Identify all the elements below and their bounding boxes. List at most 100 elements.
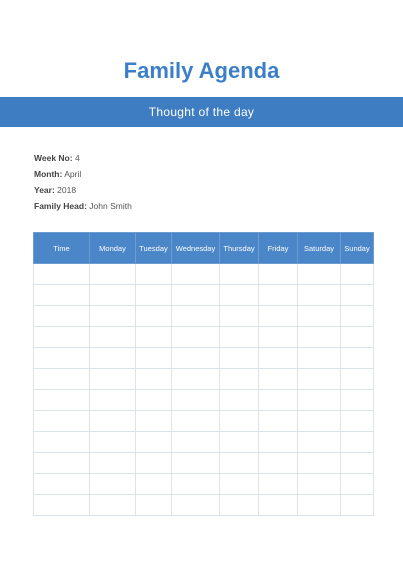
agenda-body <box>33 263 374 516</box>
agenda-row <box>33 326 374 348</box>
agenda-row <box>33 410 374 432</box>
agenda-cell <box>171 410 220 432</box>
agenda-cell <box>219 473 259 495</box>
agenda-cell <box>258 389 298 411</box>
year-label: Year: <box>34 185 55 195</box>
agenda-cell <box>135 431 172 453</box>
agenda-cell <box>340 410 374 432</box>
agenda-cell <box>219 389 259 411</box>
agenda-cell <box>89 368 136 390</box>
agenda-cell <box>33 326 90 348</box>
agenda-cell <box>171 473 220 495</box>
document-title: Family Agenda <box>123 58 280 83</box>
agenda-row <box>33 452 374 474</box>
agenda-cell <box>297 452 341 474</box>
agenda-cell <box>219 347 259 369</box>
agenda-cell <box>340 347 374 369</box>
agenda-cell <box>171 389 220 411</box>
agenda-cell <box>171 305 220 327</box>
agenda-cell <box>219 305 259 327</box>
week-row: Week No: 4 <box>34 150 132 166</box>
agenda-row <box>33 263 374 285</box>
agenda-cell <box>258 326 298 348</box>
agenda-cell <box>219 431 259 453</box>
agenda-cell <box>135 494 172 516</box>
agenda-cell <box>297 326 341 348</box>
agenda-cell <box>135 368 172 390</box>
agenda-row <box>33 305 374 327</box>
agenda-cell <box>33 305 90 327</box>
year-value: 2018 <box>57 185 77 195</box>
agenda-row <box>33 431 374 453</box>
agenda-cell <box>135 305 172 327</box>
agenda-cell <box>33 452 90 474</box>
month-label: Month: <box>34 169 63 179</box>
agenda-cell <box>135 263 172 285</box>
agenda-cell <box>33 473 90 495</box>
agenda-cell <box>89 263 136 285</box>
header-wednesday: Wednesday <box>171 232 220 264</box>
agenda-cell <box>89 326 136 348</box>
agenda-cell <box>33 410 90 432</box>
agenda-cell <box>297 368 341 390</box>
agenda-cell <box>258 284 298 306</box>
agenda-cell <box>340 326 374 348</box>
agenda-cell <box>33 389 90 411</box>
agenda-cell <box>258 347 298 369</box>
agenda-cell <box>258 263 298 285</box>
agenda-cell <box>258 410 298 432</box>
agenda-cell <box>297 389 341 411</box>
header-sunday: Sunday <box>340 232 374 264</box>
family-head-value: John Smith <box>89 201 132 211</box>
agenda-cell <box>89 452 136 474</box>
agenda-cell <box>135 389 172 411</box>
agenda-cell <box>297 305 341 327</box>
agenda-cell <box>340 431 374 453</box>
header-monday: Monday <box>89 232 136 264</box>
header-tuesday: Tuesday <box>135 232 172 264</box>
agenda-cell <box>340 305 374 327</box>
agenda-cell <box>297 347 341 369</box>
agenda-cell <box>135 284 172 306</box>
agenda-cell <box>89 305 136 327</box>
agenda-cell <box>219 326 259 348</box>
agenda-cell <box>297 410 341 432</box>
banner-text: Thought of the day <box>148 105 255 119</box>
agenda-row <box>33 347 374 369</box>
header-saturday: Saturday <box>297 232 341 264</box>
agenda-cell <box>297 473 341 495</box>
agenda-cell <box>340 473 374 495</box>
agenda-cell <box>340 284 374 306</box>
agenda-cell <box>340 452 374 474</box>
agenda-cell <box>89 410 136 432</box>
header-thursday: Thursday <box>219 232 259 264</box>
agenda-cell <box>219 263 259 285</box>
agenda-cell <box>219 368 259 390</box>
agenda-cell <box>89 431 136 453</box>
agenda-cell <box>297 284 341 306</box>
agenda-cell <box>135 410 172 432</box>
agenda-cell <box>219 410 259 432</box>
agenda-cell <box>340 368 374 390</box>
agenda-cell <box>258 473 298 495</box>
agenda-cell <box>33 494 90 516</box>
agenda-cell <box>171 368 220 390</box>
agenda-cell <box>33 263 90 285</box>
agenda-cell <box>258 368 298 390</box>
week-label: Week No: <box>34 153 73 163</box>
family-head-label: Family Head: <box>34 201 87 211</box>
agenda-cell <box>258 452 298 474</box>
agenda-row <box>33 494 374 516</box>
agenda-cell <box>33 368 90 390</box>
agenda-cell <box>135 326 172 348</box>
agenda-cell <box>33 284 90 306</box>
agenda-cell <box>219 284 259 306</box>
agenda-cell <box>171 452 220 474</box>
year-row: Year: 2018 <box>34 182 132 198</box>
agenda-cell <box>135 452 172 474</box>
agenda-table: Time Monday Tuesday Wednesday Thursday F… <box>33 232 374 516</box>
agenda-cell <box>89 473 136 495</box>
agenda-cell <box>171 263 220 285</box>
family-head-row: Family Head: John Smith <box>34 198 132 214</box>
agenda-cell <box>33 347 90 369</box>
